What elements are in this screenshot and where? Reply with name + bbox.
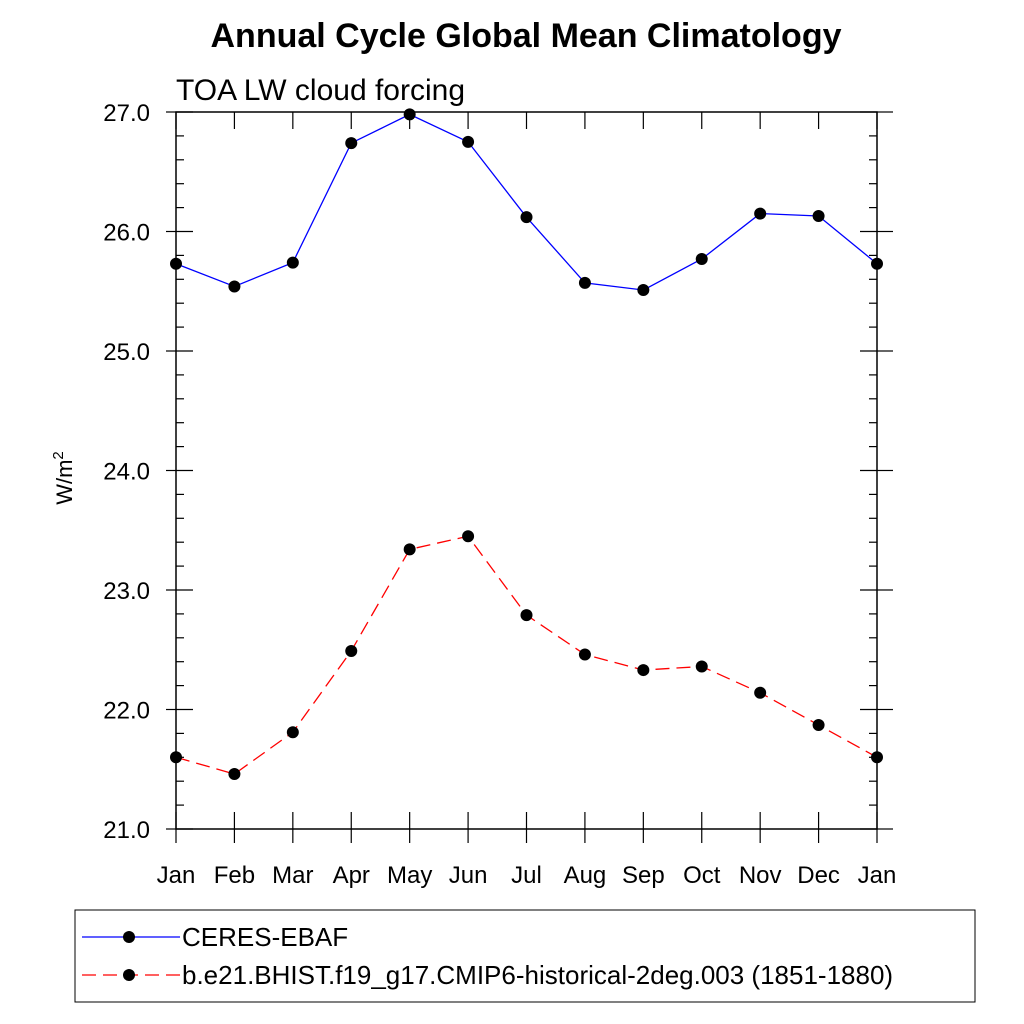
y-axis-label-text: W/m <box>52 460 77 505</box>
y-tick-label: 21.0 <box>103 817 150 844</box>
data-point <box>286 256 299 269</box>
svg-text:W/m2: W/m2 <box>50 451 77 505</box>
data-point <box>871 751 883 764</box>
y-tick-label: 27.0 <box>103 100 150 127</box>
x-tick-label: Sep <box>622 862 665 889</box>
x-tick-label: Jan <box>858 862 897 889</box>
series-line <box>175 113 878 291</box>
chart-subtitle: TOA LW cloud forcing <box>176 74 465 107</box>
x-tick-label: Oct <box>683 862 721 889</box>
x-tick-label: Aug <box>564 862 607 889</box>
x-tick-label: Nov <box>739 862 782 889</box>
y-tick-label: 24.0 <box>103 459 150 486</box>
data-point <box>286 726 299 739</box>
chart-title: Annual Cycle Global Mean Climatology <box>211 17 842 55</box>
x-tick-labels: Jan Feb Mar Apr May Jun Jul Aug Sep Oct Nov Dec Jan <box>157 862 897 889</box>
y-axis-label-superscript: 2 <box>50 451 67 459</box>
data-point <box>695 660 708 673</box>
axis-ticks <box>166 111 893 843</box>
legend-box <box>74 909 976 1003</box>
data-point <box>578 276 591 289</box>
y-tick-label: 23.0 <box>103 578 150 605</box>
x-tick-label: Apr <box>333 862 370 889</box>
series-layer <box>170 108 883 781</box>
data-point <box>170 751 182 764</box>
data-point <box>228 280 241 293</box>
data-point <box>578 648 591 661</box>
data-point <box>345 137 358 150</box>
y-tick-label: 26.0 <box>103 220 150 247</box>
legend-swatch-marker <box>123 969 135 981</box>
y-axis-label: W/m2 <box>50 451 77 505</box>
x-tick-label: May <box>387 862 432 889</box>
x-tick-label: Mar <box>272 862 313 889</box>
legend-label: CERES-EBAF <box>182 922 348 952</box>
y-tick-label: 25.0 <box>103 339 150 366</box>
legend-item: b.e21.BHIST.f19_g17.CMIP6-historical-2de… <box>82 960 893 990</box>
data-point <box>754 686 767 699</box>
data-point <box>228 768 241 781</box>
series-1 <box>170 108 883 297</box>
data-point <box>520 211 533 224</box>
legend-item: CERES-EBAF <box>82 922 348 952</box>
data-point <box>345 644 358 657</box>
legend-label: b.e21.BHIST.f19_g17.CMIP6-historical-2de… <box>182 960 893 990</box>
data-point <box>462 135 475 148</box>
data-point <box>170 257 182 270</box>
data-point <box>637 664 650 677</box>
x-tick-label: Jan <box>157 862 196 889</box>
data-point <box>403 543 416 556</box>
y-tick-labels: 21.0 22.0 23.0 24.0 25.0 26.0 27.0 <box>103 100 150 844</box>
data-point <box>520 609 533 622</box>
legend-swatch-marker <box>123 931 135 943</box>
data-point <box>812 719 825 732</box>
data-point <box>754 207 767 220</box>
series-line <box>175 535 878 775</box>
data-point <box>403 108 416 121</box>
data-point <box>462 530 475 543</box>
x-tick-label: Feb <box>214 862 255 889</box>
x-tick-label: Jul <box>511 862 542 889</box>
data-point <box>695 252 708 265</box>
x-tick-label: Dec <box>797 862 840 889</box>
x-tick-label: Jun <box>449 862 488 889</box>
data-point <box>812 209 825 222</box>
series-2 <box>170 530 883 781</box>
data-point <box>637 284 650 297</box>
legend: CERES-EBAF b.e21.BHIST.f19_g17.CMIP6-hist… <box>82 922 893 990</box>
data-point <box>871 257 883 270</box>
y-tick-label: 22.0 <box>103 698 150 725</box>
